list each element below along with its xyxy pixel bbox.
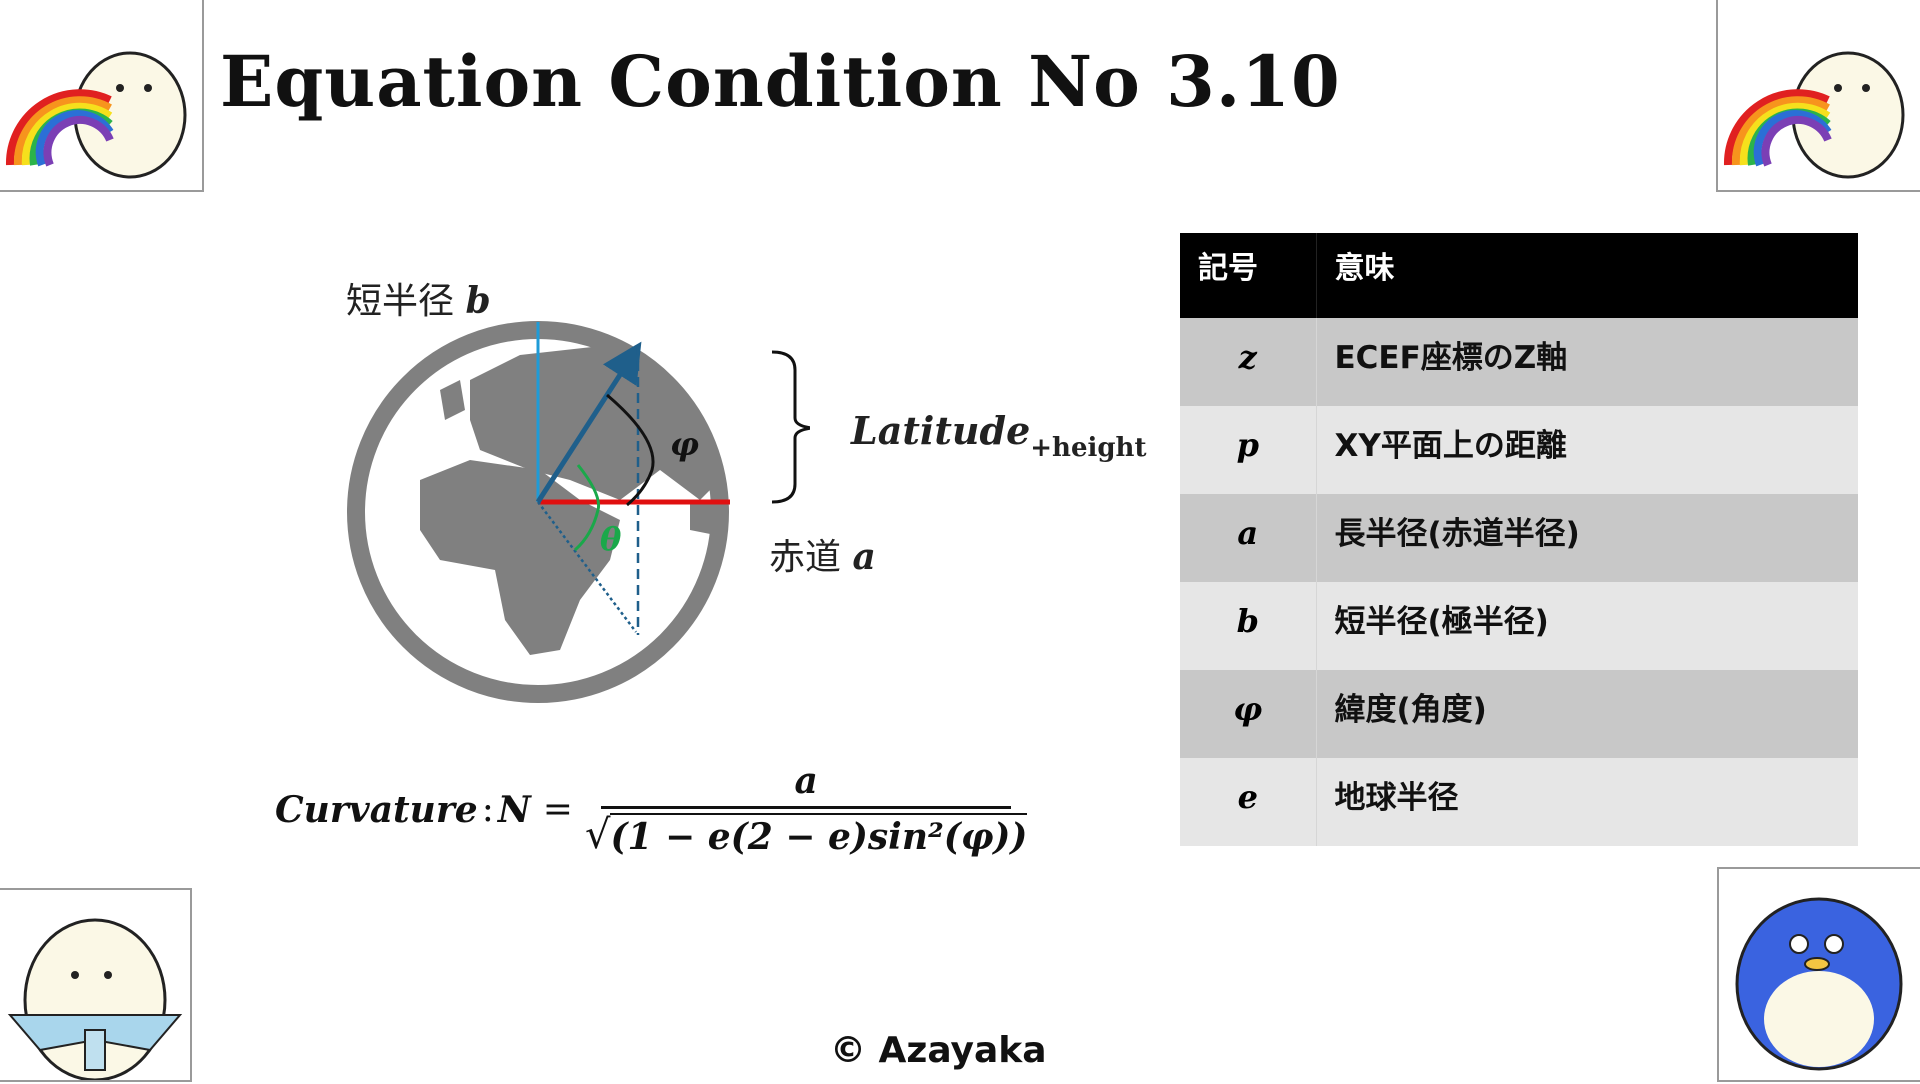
row-meaning: 地球半径	[1316, 758, 1858, 846]
theta-arc	[573, 464, 601, 552]
minor-radius-label: 短半径 b	[346, 272, 491, 324]
latitude-text: Latitude	[851, 408, 1031, 453]
table-row: p XY平面上の距離	[1180, 406, 1858, 494]
header-symbol: 記号	[1180, 233, 1316, 318]
phi-arc	[606, 393, 655, 507]
row-symbol: b	[1180, 582, 1317, 670]
equator-text: 赤道	[769, 537, 842, 578]
theta-label: θ	[600, 520, 622, 558]
row-symbol: e	[1180, 758, 1317, 846]
copyright: © Azayaka	[830, 1030, 1047, 1071]
formula-denominator: (1 − e(2 − e)sin²(φ))	[610, 813, 1028, 859]
mascot-bottom-left	[0, 888, 192, 1082]
table-row: φ 緯度(角度)	[1180, 670, 1858, 758]
formula-numerator: a	[794, 760, 818, 802]
row-meaning: ECEF座標のZ軸	[1316, 318, 1858, 406]
page-title: Equation Condition No 3.10	[220, 40, 1341, 123]
minor-radius-symbol: b	[465, 280, 491, 322]
phi-label: φ	[670, 425, 699, 463]
row-symbol: φ	[1180, 670, 1317, 758]
formula-equals: =	[542, 789, 573, 830]
latitude-brace	[771, 350, 810, 504]
row-meaning: 長半径(赤道半径)	[1316, 494, 1858, 582]
globe-diagram	[347, 321, 810, 703]
table-row: e 地球半径	[1180, 758, 1858, 846]
normal-vector-arrow	[535, 341, 642, 504]
row-meaning: 緯度(角度)	[1316, 670, 1858, 758]
table-row: a 長半径(赤道半径)	[1180, 494, 1858, 582]
equator-symbol: a	[852, 536, 876, 578]
row-symbol: a	[1180, 494, 1317, 582]
formula-var: N	[497, 788, 531, 831]
mascot-top-right	[1716, 0, 1920, 192]
row-meaning: 短半径(極半径)	[1316, 582, 1858, 670]
equator-label: 赤道 a	[769, 528, 876, 580]
seal-rainbow-icon	[5, 51, 187, 179]
table-header-row: 記号 意味	[1180, 233, 1858, 318]
row-symbol: z	[1180, 318, 1317, 406]
formula-lhs: Curvature	[275, 788, 478, 831]
table-row: z ECEF座標のZ軸	[1180, 318, 1858, 406]
row-symbol: p	[1180, 406, 1317, 494]
latitude-subscript: +height	[1030, 433, 1147, 463]
latitude-label: Latitude+height	[851, 408, 1146, 463]
minor-radius-text: 短半径	[346, 281, 455, 322]
row-meaning: XY平面上の距離	[1316, 406, 1858, 494]
curvature-formula: Curvature : N = a √ (1 − e(2 − e)sin²(φ)…	[275, 760, 1028, 859]
sqrt-icon: √	[584, 812, 611, 858]
seal-rainbow-icon	[1723, 51, 1905, 179]
mascot-bottom-right	[1717, 867, 1920, 1082]
header-meaning: 意味	[1315, 233, 1858, 318]
table-row: b 短半径(極半径)	[1180, 582, 1858, 670]
seal-shirt-icon	[7, 918, 183, 1082]
penguin-icon	[1735, 897, 1903, 1071]
formula-fraction: a √ (1 − e(2 − e)sin²(φ))	[585, 760, 1028, 859]
mascot-top-left	[0, 0, 204, 192]
formula-colon: :	[481, 789, 494, 830]
